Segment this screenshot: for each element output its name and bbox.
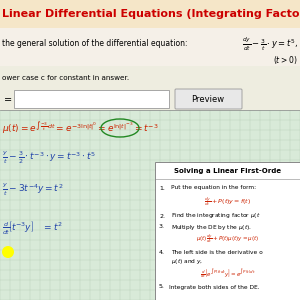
Text: the general solution of the differential equation:: the general solution of the differential… xyxy=(2,40,188,49)
Text: 3.: 3. xyxy=(159,224,165,230)
Text: $\mu(t)\frac{dy}{dt} + P(t)\mu(t)y = \mu(t)$: $\mu(t)\frac{dy}{dt} + P(t)\mu(t)y = \mu… xyxy=(196,233,259,245)
Text: 4.: 4. xyxy=(159,250,165,254)
Text: =: = xyxy=(4,95,12,105)
Text: Integrate both sides of the DE.: Integrate both sides of the DE. xyxy=(169,284,260,290)
Text: $\frac{d}{dt}\!\left[t^{-3}y\right] \quad = t^2$: $\frac{d}{dt}\!\left[t^{-3}y\right] \qua… xyxy=(2,220,63,236)
FancyBboxPatch shape xyxy=(175,89,242,109)
Text: The left side is the derivative o: The left side is the derivative o xyxy=(171,250,263,254)
Bar xyxy=(0,0,300,28)
Text: ower case c for constant in answer.: ower case c for constant in answer. xyxy=(2,75,129,81)
Text: Put the equation in the form:: Put the equation in the form: xyxy=(171,185,256,190)
Text: Find the integrating factor $\mu(t$: Find the integrating factor $\mu(t$ xyxy=(171,212,261,220)
Text: $\frac{y}{t} - 3t^{-4}y = t^2$: $\frac{y}{t} - 3t^{-4}y = t^2$ xyxy=(2,182,64,198)
Bar xyxy=(0,66,300,110)
Text: Preview: Preview xyxy=(191,94,225,103)
Text: $\mu(t) = e^{\int\frac{-3}{t}dt} = e^{-3\ln|t|^0} = e^{\ln|t|^{-3}} = t^{-3}$: $\mu(t) = e^{\int\frac{-3}{t}dt} = e^{-3… xyxy=(2,120,158,136)
Text: $(t > 0)$: $(t > 0)$ xyxy=(274,54,298,66)
Text: Solving a Linear First-Orde: Solving a Linear First-Orde xyxy=(174,168,281,174)
Text: 2.: 2. xyxy=(159,214,165,218)
Circle shape xyxy=(2,246,14,258)
Text: $\frac{d}{dt}\left[e^{\int P(t)dt}y\right] = e^{\int P(t)dt}$: $\frac{d}{dt}\left[e^{\int P(t)dt}y\righ… xyxy=(200,268,255,281)
Text: $\frac{y}{t} - \frac{3}{2}\cdot t^{-3}\cdot y = t^{-3}\cdot t^5$: $\frac{y}{t} - \frac{3}{2}\cdot t^{-3}\c… xyxy=(2,150,96,166)
Text: $\frac{dy}{dt} + P(t)y = f(t)$: $\frac{dy}{dt} + P(t)y = f(t)$ xyxy=(204,196,251,208)
Text: Multiply the DE by the $\mu(t)$.: Multiply the DE by the $\mu(t)$. xyxy=(171,223,252,232)
Text: Linear Differential Equations (Integrating Factor: Linear Differential Equations (Integrati… xyxy=(2,9,300,19)
Text: 5.: 5. xyxy=(159,284,165,290)
Bar xyxy=(0,28,300,66)
Text: $\frac{dy}{dt} - \frac{3}{t} \cdot y = t^5,$: $\frac{dy}{dt} - \frac{3}{t} \cdot y = t… xyxy=(242,35,298,53)
Bar xyxy=(155,162,300,300)
Text: 1.: 1. xyxy=(159,185,165,190)
Text: $\mu(t)$ and $y$,: $\mu(t)$ and $y$, xyxy=(171,257,203,266)
Bar xyxy=(14,90,169,108)
